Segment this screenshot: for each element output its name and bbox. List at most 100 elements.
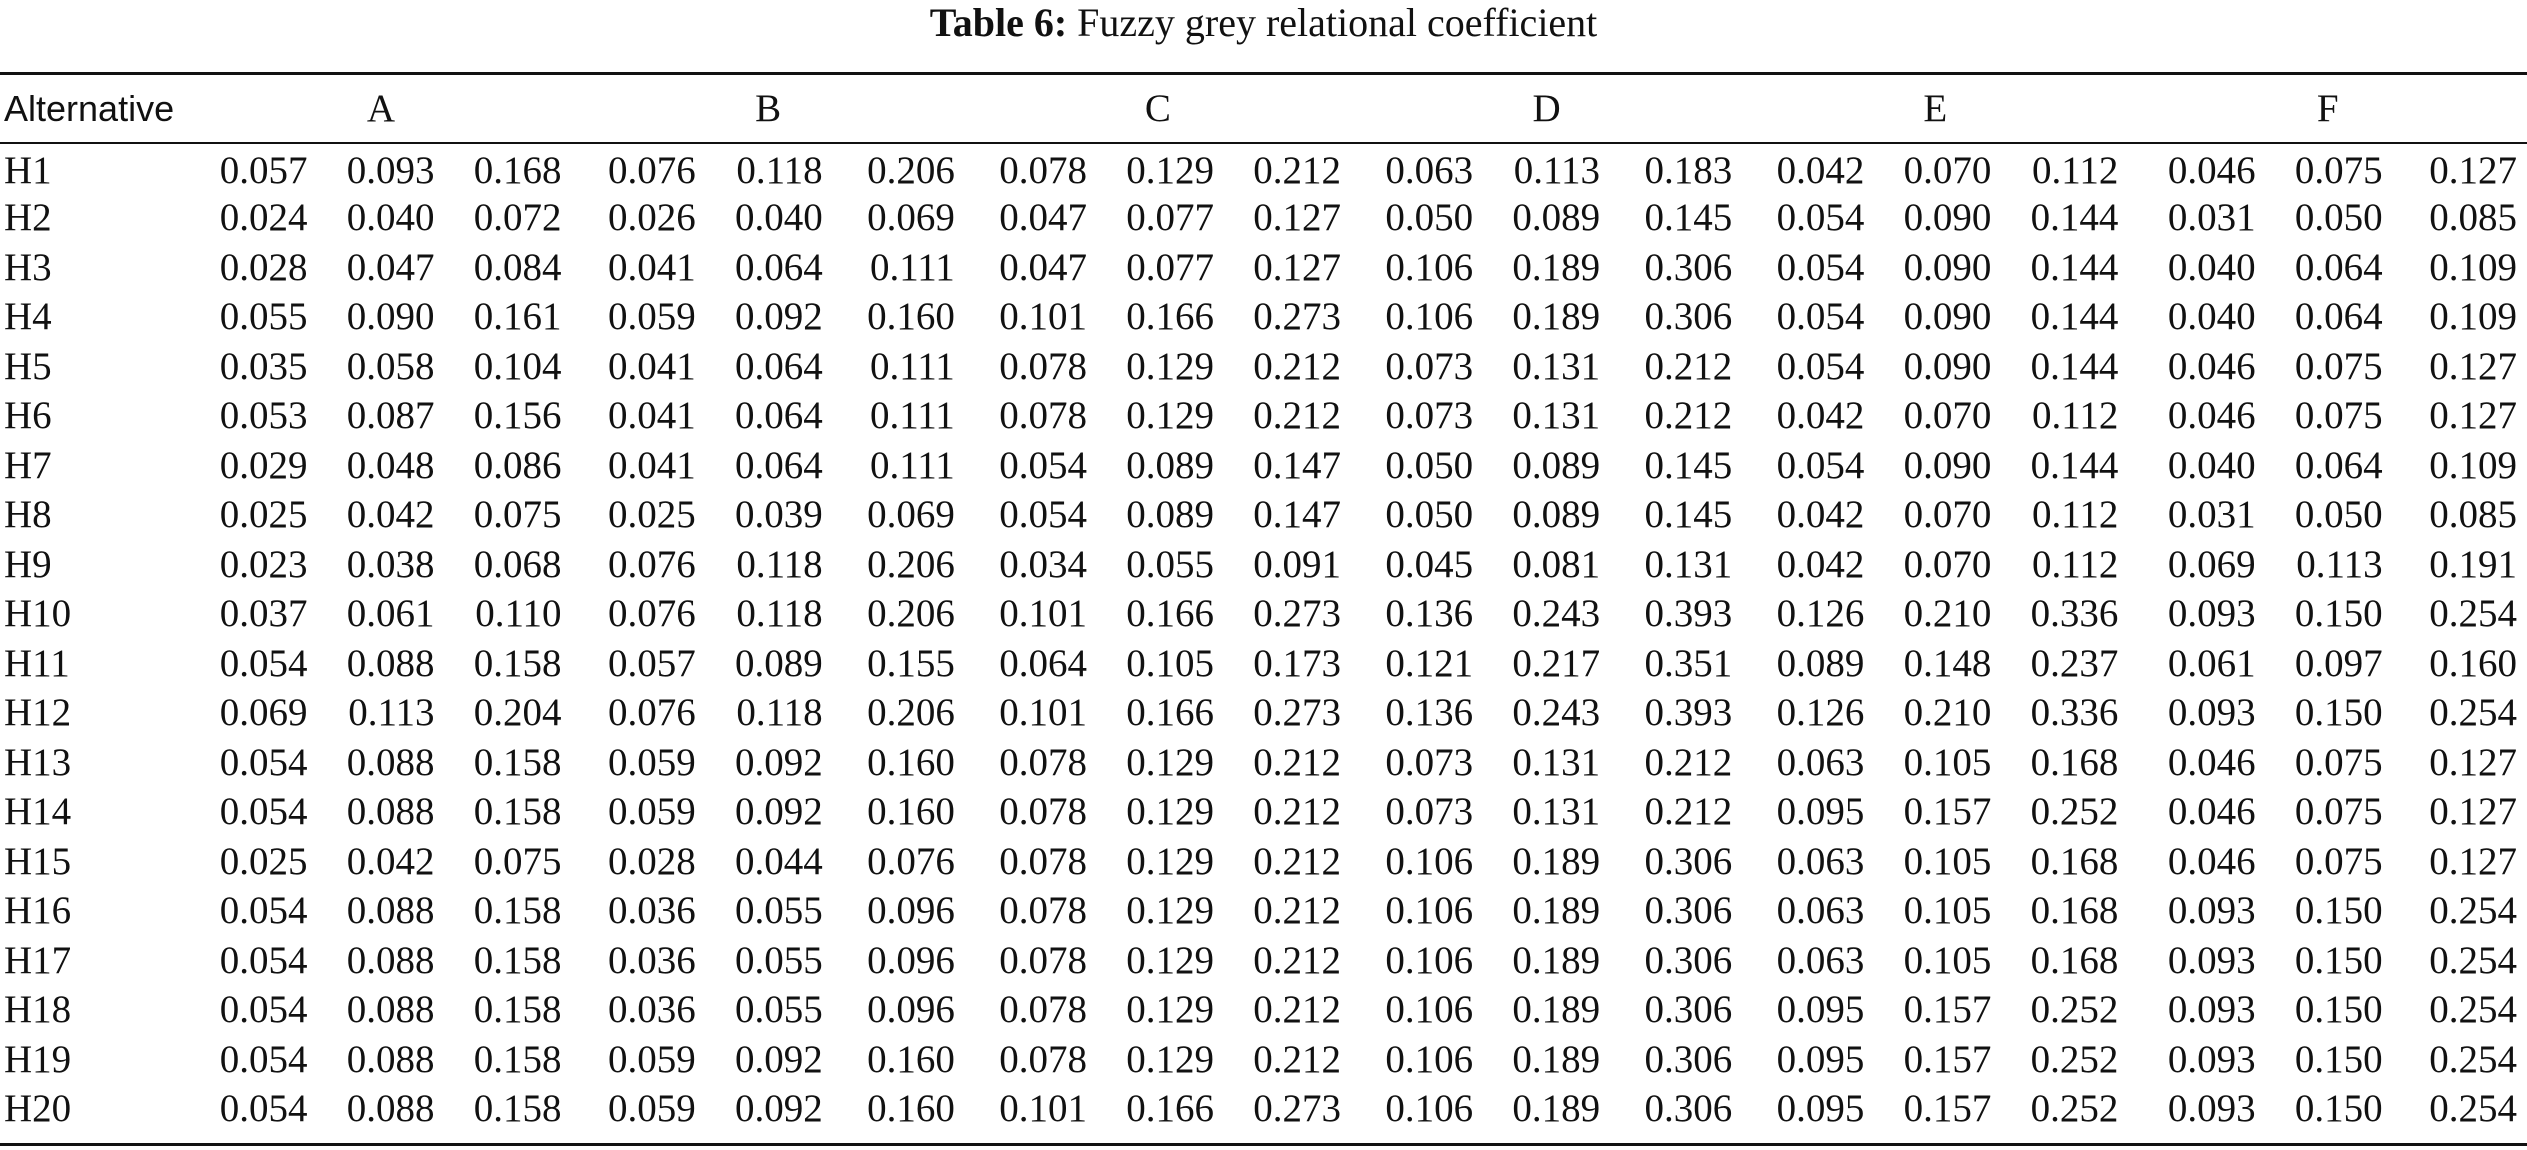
table-cell-value: 0.047 bbox=[346, 245, 435, 289]
table-row: H15 0.025 0.042 0.075 0.028 0.044 0.076 0.078 0.… bbox=[0, 837, 2527, 887]
table-cell-value: 0.306 bbox=[1644, 295, 1733, 339]
table-cell-value: 0.306 bbox=[1644, 1087, 1733, 1131]
row-label-alternative: H1 bbox=[4, 149, 52, 192]
table-cell-value: 0.131 bbox=[1512, 790, 1601, 834]
table-cell-value: 0.054 bbox=[219, 889, 308, 933]
table-row: H1 0.057 0.093 0.168 0.076 0.118 0.206 0.078 0.1… bbox=[0, 142, 2527, 193]
table-cell-value: 0.150 bbox=[2294, 938, 2383, 982]
table-cell-value: 0.166 bbox=[1126, 1087, 1214, 1131]
column-header-group: C bbox=[1144, 87, 1171, 130]
table-cell-value: 0.054 bbox=[999, 493, 1087, 537]
table-cell-value: 0.306 bbox=[1644, 839, 1733, 883]
table-cell-value: 0.054 bbox=[219, 988, 308, 1032]
table-cell-value: 0.306 bbox=[1644, 245, 1733, 289]
table-cell-value: 0.158 bbox=[473, 740, 562, 784]
table-cell-value: 0.050 bbox=[2294, 196, 2383, 240]
table-cell-value: 0.076 bbox=[607, 542, 696, 586]
column-header-group: A bbox=[366, 87, 396, 130]
table-cell-value: 0.168 bbox=[2030, 889, 2119, 933]
table-cell-value: 0.129 bbox=[1126, 1037, 1214, 1081]
table-cell-value: 0.254 bbox=[2429, 889, 2517, 933]
table-cell-value: 0.025 bbox=[219, 839, 308, 883]
table-cell-value: 0.064 bbox=[2294, 245, 2383, 289]
table-row: H6 0.053 0.087 0.156 0.041 0.064 0.111 0.078 0.1… bbox=[0, 391, 2527, 441]
table-cell-value: 0.059 bbox=[607, 295, 696, 339]
table-cell-value: 0.093 bbox=[2167, 1037, 2256, 1081]
table-cell-value: 0.168 bbox=[2030, 938, 2119, 982]
table-header-row: Alternative A B C D E F bbox=[0, 75, 2527, 142]
table-cell-value: 0.252 bbox=[2030, 1087, 2119, 1131]
table-cell-value: 0.118 bbox=[736, 149, 823, 192]
table-cell-value: 0.109 bbox=[2429, 295, 2517, 339]
table-cell-value: 0.078 bbox=[999, 394, 1087, 438]
table-cell-value: 0.054 bbox=[1776, 196, 1865, 240]
row-label-alternative: H16 bbox=[4, 889, 72, 933]
table-cell-value: 0.092 bbox=[734, 295, 823, 339]
table-cell-value: 0.145 bbox=[1644, 196, 1733, 240]
table-cell-value: 0.088 bbox=[346, 790, 435, 834]
table-cell-value: 0.129 bbox=[1126, 938, 1214, 982]
table-cell-value: 0.157 bbox=[1903, 1037, 1992, 1081]
table-cell-value: 0.031 bbox=[2167, 196, 2256, 240]
row-label-alternative: H6 bbox=[4, 394, 52, 438]
row-label-alternative: H13 bbox=[4, 740, 72, 784]
table-cell-value: 0.073 bbox=[1385, 790, 1474, 834]
table-cell-value: 0.029 bbox=[219, 443, 308, 487]
table-cell-value: 0.057 bbox=[219, 149, 308, 192]
table-cell-value: 0.189 bbox=[1512, 1087, 1601, 1131]
table-cell-value: 0.136 bbox=[1385, 592, 1474, 636]
table-cell-value: 0.212 bbox=[1644, 740, 1733, 784]
table-cell-value: 0.038 bbox=[346, 542, 435, 586]
table-cell-value: 0.048 bbox=[346, 443, 435, 487]
table-cell-value: 0.118 bbox=[736, 542, 823, 586]
row-label-alternative: H7 bbox=[4, 443, 52, 487]
table-cell-value: 0.050 bbox=[1385, 443, 1474, 487]
table-cell-value: 0.057 bbox=[607, 641, 696, 685]
table-cell-value: 0.393 bbox=[1644, 691, 1733, 735]
table-cell-value: 0.055 bbox=[219, 295, 308, 339]
table-cell-value: 0.166 bbox=[1126, 295, 1214, 339]
table-cell-value: 0.092 bbox=[734, 740, 823, 784]
table-cell-value: 0.042 bbox=[1776, 149, 1865, 192]
table-cell-value: 0.089 bbox=[1512, 443, 1601, 487]
table-row: H12 0.069 0.113 0.204 0.076 0.118 0.206 0.101 0.… bbox=[0, 688, 2527, 738]
table-row: H18 0.054 0.088 0.158 0.036 0.055 0.096 0.078 0.… bbox=[0, 985, 2527, 1035]
table-cell-value: 0.273 bbox=[1253, 592, 1341, 636]
table-cell-value: 0.040 bbox=[734, 196, 823, 240]
table-cell-value: 0.040 bbox=[2167, 245, 2256, 289]
table-cell-value: 0.078 bbox=[999, 938, 1087, 982]
table-cell-value: 0.189 bbox=[1512, 988, 1601, 1032]
table-cell-value: 0.189 bbox=[1512, 839, 1601, 883]
table-cell-value: 0.026 bbox=[607, 196, 696, 240]
table-cell-value: 0.073 bbox=[1385, 394, 1474, 438]
table-cell-value: 0.041 bbox=[607, 443, 696, 487]
table-cell-value: 0.035 bbox=[219, 344, 308, 388]
table-cell-value: 0.073 bbox=[1385, 740, 1474, 784]
table-cell-value: 0.212 bbox=[1253, 889, 1341, 933]
table-cell-value: 0.089 bbox=[1776, 641, 1865, 685]
table-cell-value: 0.150 bbox=[2294, 592, 2383, 636]
table-cell-value: 0.254 bbox=[2429, 691, 2517, 735]
table-cell-value: 0.075 bbox=[2294, 344, 2383, 388]
table-cell-value: 0.042 bbox=[346, 839, 435, 883]
table-cell-value: 0.081 bbox=[1512, 542, 1601, 586]
table-cell-value: 0.041 bbox=[607, 394, 696, 438]
table-top-rule bbox=[0, 72, 2527, 75]
table-cell-value: 0.113 bbox=[348, 691, 435, 735]
table-cell-value: 0.093 bbox=[346, 149, 435, 192]
table-cell-value: 0.075 bbox=[2294, 790, 2383, 834]
table-row: H13 0.054 0.088 0.158 0.059 0.092 0.160 0.078 0.… bbox=[0, 738, 2527, 788]
table-cell-value: 0.254 bbox=[2429, 1037, 2517, 1081]
table-cell-value: 0.131 bbox=[1512, 740, 1601, 784]
table-cell-value: 0.273 bbox=[1253, 1087, 1341, 1131]
table-row: H4 0.055 0.090 0.161 0.059 0.092 0.160 0.101 0.1… bbox=[0, 292, 2527, 342]
table-row: H3 0.028 0.047 0.084 0.041 0.064 0.111 0.047 0.0… bbox=[0, 243, 2527, 293]
table-cell-value: 0.210 bbox=[1903, 592, 1992, 636]
table-cell-value: 0.336 bbox=[2030, 592, 2119, 636]
table-header-rule bbox=[0, 142, 2527, 144]
table-cell-value: 0.144 bbox=[2030, 295, 2119, 339]
table-cell-value: 0.212 bbox=[1644, 394, 1733, 438]
table-cell-value: 0.109 bbox=[2429, 443, 2517, 487]
row-label-alternative: H4 bbox=[4, 295, 52, 339]
table-cell-value: 0.040 bbox=[2167, 295, 2256, 339]
